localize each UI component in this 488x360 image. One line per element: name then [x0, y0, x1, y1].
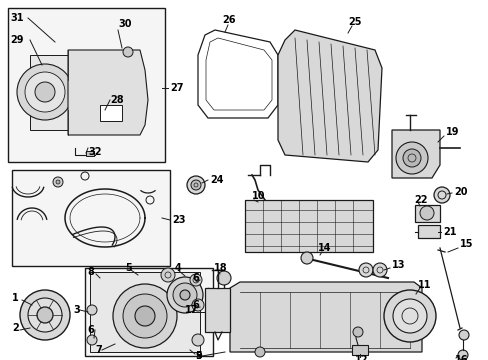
Text: 26: 26 [222, 15, 235, 25]
Polygon shape [229, 282, 421, 352]
Bar [220, 302, 227, 307]
Polygon shape [30, 55, 75, 130]
Text: 6: 6 [192, 273, 198, 283]
Text: 22: 22 [413, 195, 427, 205]
Text: 13: 13 [391, 260, 405, 270]
Text: 25: 25 [347, 17, 361, 27]
Circle shape [173, 283, 197, 307]
Circle shape [395, 142, 427, 174]
Circle shape [301, 252, 312, 264]
Bar [85, 268, 213, 356]
Circle shape [192, 299, 203, 311]
Text: 4: 4 [175, 263, 182, 273]
Polygon shape [278, 30, 381, 162]
Text: 30: 30 [118, 19, 131, 29]
Circle shape [35, 82, 55, 102]
Circle shape [53, 177, 63, 187]
Text: 18: 18 [214, 263, 227, 273]
Circle shape [419, 206, 433, 220]
Text: 5: 5 [195, 351, 202, 360]
Circle shape [191, 180, 201, 190]
Polygon shape [417, 225, 439, 238]
Text: 9: 9 [195, 351, 202, 360]
Circle shape [28, 298, 62, 332]
Circle shape [254, 347, 264, 357]
Text: 8: 8 [87, 267, 94, 277]
Circle shape [190, 274, 202, 286]
Text: 31: 31 [10, 13, 23, 23]
Polygon shape [414, 205, 439, 222]
Text: 23: 23 [172, 215, 185, 225]
Circle shape [402, 149, 420, 167]
Polygon shape [90, 272, 200, 352]
Text: 12: 12 [354, 355, 368, 360]
Polygon shape [391, 130, 439, 178]
Text: 7: 7 [95, 345, 102, 355]
Text: 11: 11 [417, 280, 430, 290]
Text: 16: 16 [454, 355, 468, 360]
Text: 19: 19 [445, 127, 459, 137]
Circle shape [167, 277, 203, 313]
Circle shape [113, 284, 177, 348]
Text: 15: 15 [459, 239, 472, 249]
Circle shape [383, 290, 435, 342]
Text: 32: 32 [88, 147, 102, 157]
Text: 28: 28 [110, 95, 123, 105]
Text: 6: 6 [192, 300, 198, 310]
Bar [12, 170, 170, 266]
Circle shape [217, 271, 230, 285]
Text: 29: 29 [10, 35, 23, 45]
Bar [8, 8, 164, 162]
Circle shape [123, 294, 167, 338]
Circle shape [87, 335, 97, 345]
Circle shape [392, 299, 426, 333]
Text: 1: 1 [12, 293, 19, 303]
Polygon shape [204, 288, 229, 332]
Circle shape [87, 305, 97, 315]
Text: 20: 20 [453, 187, 467, 197]
Text: 6: 6 [87, 325, 94, 335]
Circle shape [161, 268, 175, 282]
Circle shape [372, 263, 386, 277]
Circle shape [352, 327, 362, 337]
Circle shape [20, 290, 70, 340]
Circle shape [180, 290, 190, 300]
Text: 21: 21 [442, 227, 456, 237]
Bar [86, 151, 94, 156]
Circle shape [56, 180, 60, 184]
Bar [351, 345, 367, 355]
Text: 14: 14 [317, 243, 331, 253]
Circle shape [358, 263, 372, 277]
Circle shape [433, 187, 449, 203]
Text: 10: 10 [251, 191, 265, 201]
Circle shape [135, 306, 155, 326]
Text: 3: 3 [73, 305, 80, 315]
Text: 5: 5 [125, 263, 131, 273]
Circle shape [17, 64, 73, 120]
Bar [100, 105, 122, 121]
Circle shape [457, 350, 467, 360]
Text: 17: 17 [184, 305, 198, 315]
Circle shape [458, 330, 468, 340]
Text: 24: 24 [209, 175, 223, 185]
Circle shape [186, 176, 204, 194]
Circle shape [37, 307, 53, 323]
Circle shape [25, 72, 65, 112]
Text: 2: 2 [12, 323, 19, 333]
Circle shape [192, 334, 203, 346]
Text: 27: 27 [170, 83, 183, 93]
Bar [244, 200, 372, 252]
Polygon shape [68, 50, 148, 135]
Circle shape [123, 47, 133, 57]
